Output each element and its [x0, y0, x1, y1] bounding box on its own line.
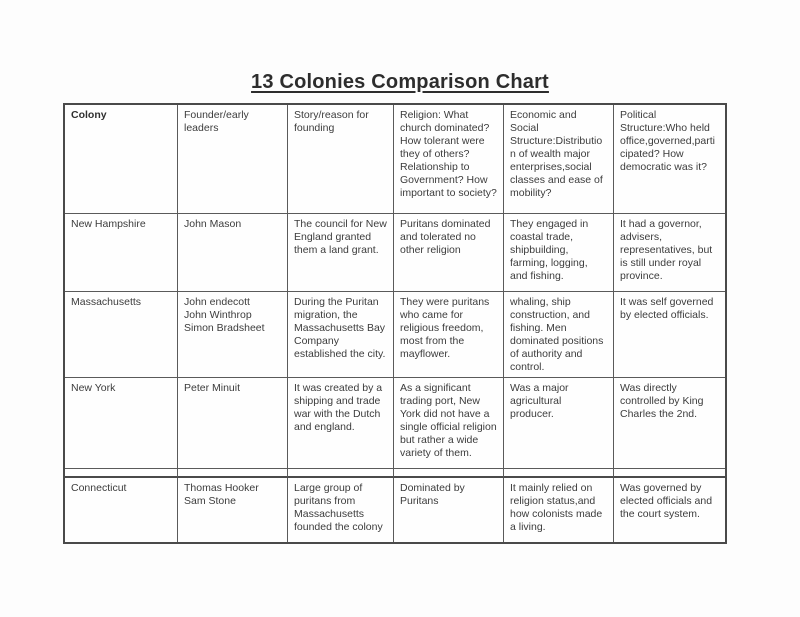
header-cell-story: Story/reason for founding — [288, 105, 394, 214]
cell-connecticut-economic: It mainly relied on religion status,and … — [504, 478, 614, 542]
cell-massachusetts-founders: John endecott John Winthrop Simon Bradsh… — [178, 292, 288, 378]
header-cell-religion: Religion: What church dominated? How tol… — [394, 105, 504, 214]
page-title: 13 Colonies Comparison Chart — [251, 71, 549, 93]
section-gap — [504, 469, 614, 478]
cell-new-hampshire-religion: Puritans dominated and tolerated no othe… — [394, 214, 504, 292]
cell-connecticut-colony: Connecticut — [65, 478, 178, 542]
header-cell-colony: Colony — [65, 105, 178, 214]
cell-connecticut-political: Was governed by elected officials and th… — [620, 482, 713, 520]
cell-connecticut-story: Large group of puritans from Massachuset… — [288, 478, 394, 542]
cell-new-york-economic: Was a major agricultural producer. — [504, 378, 614, 469]
cell-connecticut-founders: Thomas Hooker Sam Stone — [178, 478, 288, 542]
cell-new-hampshire-story: The council for New England granted them… — [288, 214, 394, 292]
cell-new-hampshire-founders: John Mason — [178, 214, 288, 292]
header-cell-founders: Founder/early leaders — [178, 105, 288, 214]
cell-new-york-political: Was directly controlled by King Charles … — [614, 378, 725, 469]
cell-connecticut-religion: Dominated by Puritans — [394, 478, 504, 542]
cell-new-york-founders: Peter Minuit — [178, 378, 288, 469]
section-gap — [288, 469, 394, 478]
cell-massachusetts-story: During the Puritan migration, the Massac… — [288, 292, 394, 378]
cell-new-york-colony: New York — [65, 378, 178, 469]
section-gap — [65, 469, 178, 478]
header-cell-political: Political Structure:Who held office,gove… — [614, 105, 725, 214]
cell-new-york-story: It was created by a shipping and trade w… — [288, 378, 394, 469]
cell-new-hampshire-colony: New Hampshire — [65, 214, 178, 292]
section-gap — [178, 469, 288, 478]
cell-massachusetts-political: It was self governed by elected official… — [614, 292, 725, 378]
cell-new-york-religion: As a significant trading port, New York … — [394, 378, 504, 469]
colonies-comparison-table: Colony Founder/early leaders Story/reaso… — [63, 103, 727, 544]
section-gap — [614, 469, 725, 478]
cell-massachusetts-colony: Massachusetts — [65, 292, 178, 378]
section-gap — [394, 469, 504, 478]
cell-massachusetts-economic: whaling, ship construction, and fishing.… — [504, 292, 614, 378]
header-cell-economic: Economic and Social Structure:Distributi… — [504, 105, 614, 214]
cell-new-hampshire-political: It had a governor, advisers, representat… — [614, 214, 725, 292]
cell-new-hampshire-economic: They engaged in coastal trade, shipbuild… — [504, 214, 614, 292]
cell-massachusetts-religion: They were puritans who came for religiou… — [394, 292, 504, 378]
